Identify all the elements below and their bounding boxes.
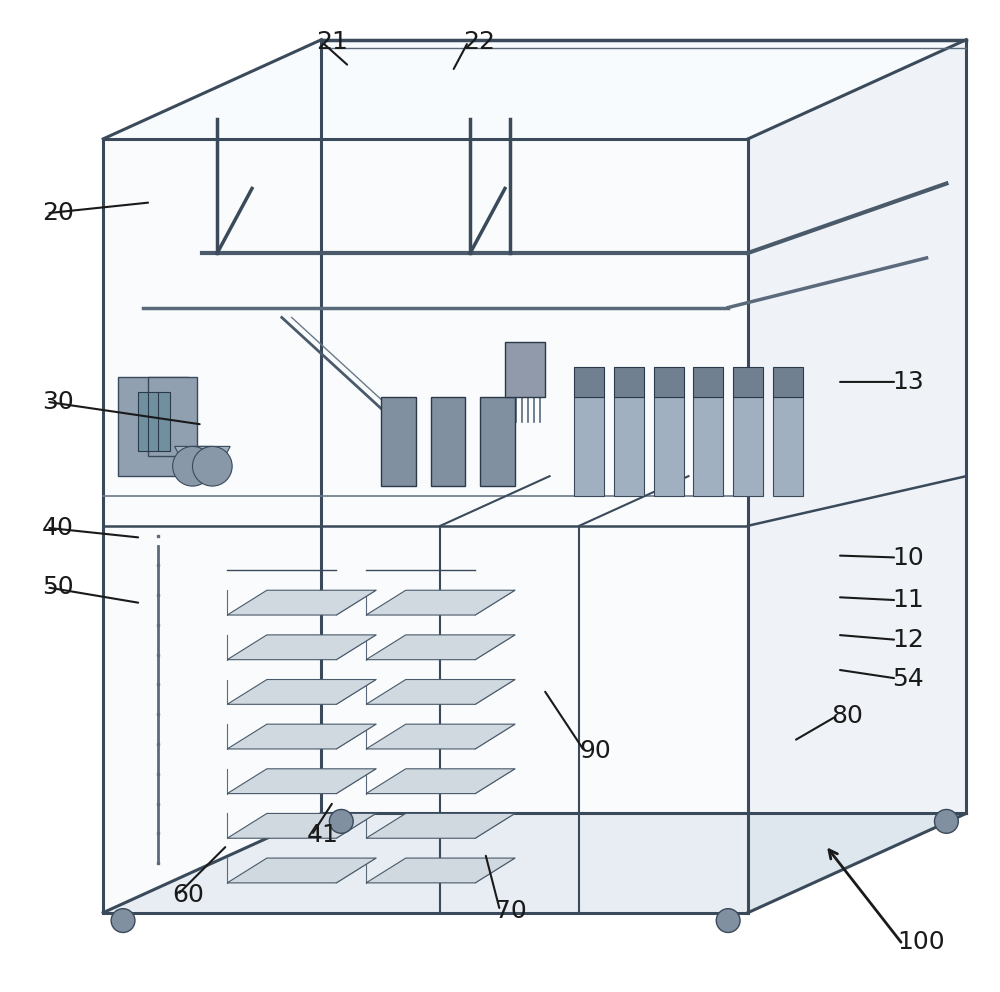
- Circle shape: [329, 809, 353, 833]
- Bar: [480, 397, 515, 486]
- Polygon shape: [103, 139, 748, 913]
- Polygon shape: [148, 377, 197, 456]
- Polygon shape: [227, 813, 376, 838]
- Bar: [733, 367, 763, 397]
- Text: 20: 20: [42, 201, 74, 225]
- Circle shape: [173, 446, 212, 486]
- Text: 21: 21: [316, 30, 348, 54]
- Bar: [138, 392, 150, 451]
- Polygon shape: [194, 446, 230, 481]
- Bar: [693, 367, 723, 397]
- Polygon shape: [227, 724, 376, 749]
- Polygon shape: [227, 635, 376, 660]
- Polygon shape: [227, 769, 376, 794]
- Bar: [431, 397, 465, 486]
- Bar: [148, 392, 160, 451]
- Polygon shape: [103, 813, 966, 913]
- Polygon shape: [227, 858, 376, 883]
- Polygon shape: [366, 590, 515, 615]
- Polygon shape: [227, 590, 376, 615]
- Text: 50: 50: [42, 575, 73, 599]
- Polygon shape: [366, 813, 515, 838]
- Polygon shape: [366, 680, 515, 704]
- Text: 90: 90: [579, 739, 611, 763]
- Polygon shape: [366, 635, 515, 660]
- Bar: [505, 342, 545, 397]
- Text: 54: 54: [892, 667, 924, 690]
- Polygon shape: [103, 40, 966, 139]
- Text: 100: 100: [897, 930, 944, 954]
- Text: 60: 60: [173, 883, 205, 907]
- Bar: [574, 397, 604, 496]
- Text: 10: 10: [892, 546, 924, 569]
- Bar: [381, 397, 416, 486]
- Text: 40: 40: [42, 516, 74, 540]
- Bar: [614, 367, 644, 397]
- Polygon shape: [175, 446, 210, 481]
- Polygon shape: [366, 769, 515, 794]
- Polygon shape: [227, 680, 376, 704]
- Text: 11: 11: [892, 588, 924, 612]
- Polygon shape: [118, 377, 188, 476]
- Bar: [773, 367, 803, 397]
- Bar: [654, 397, 684, 496]
- Polygon shape: [748, 40, 966, 913]
- Bar: [614, 397, 644, 496]
- Bar: [574, 367, 604, 397]
- Circle shape: [934, 809, 958, 833]
- Circle shape: [192, 446, 232, 486]
- Circle shape: [111, 909, 135, 932]
- Polygon shape: [366, 858, 515, 883]
- Bar: [654, 367, 684, 397]
- Bar: [733, 397, 763, 496]
- Text: 13: 13: [892, 370, 924, 394]
- Circle shape: [716, 909, 740, 932]
- Text: 30: 30: [42, 390, 73, 414]
- Text: 70: 70: [495, 899, 527, 923]
- Bar: [693, 397, 723, 496]
- Polygon shape: [366, 724, 515, 749]
- Bar: [158, 392, 170, 451]
- Text: 80: 80: [831, 704, 863, 728]
- Text: 22: 22: [463, 30, 495, 54]
- Text: 41: 41: [307, 823, 338, 847]
- Text: 12: 12: [892, 628, 924, 652]
- Bar: [773, 397, 803, 496]
